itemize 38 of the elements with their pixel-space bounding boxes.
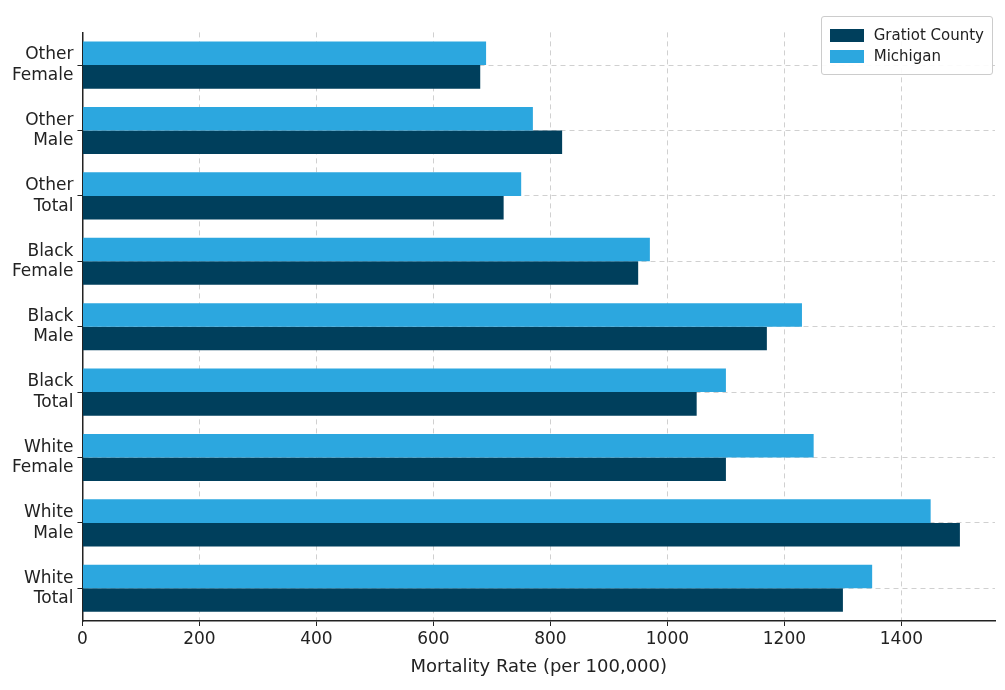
y-tick-label: Black Female xyxy=(12,239,74,280)
bar xyxy=(82,522,960,547)
x-tick-label: 800 xyxy=(534,627,567,648)
legend-label: Michigan xyxy=(873,47,941,65)
x-tick-label: 0 xyxy=(77,627,88,648)
x-tick-label: 1200 xyxy=(762,627,807,648)
y-tick-label: White Female xyxy=(12,435,74,477)
bar xyxy=(82,130,563,155)
bar xyxy=(82,237,650,262)
bar xyxy=(82,433,814,458)
y-tick-label: White Male xyxy=(24,501,74,542)
y-tick-label: White Total xyxy=(24,566,74,607)
bar xyxy=(82,172,522,196)
x-tick-label: 600 xyxy=(417,627,450,648)
x-tick-label: 1000 xyxy=(645,627,690,648)
bar xyxy=(82,195,504,220)
bar xyxy=(82,65,481,89)
x-tick-label: 200 xyxy=(183,627,216,648)
x-axis-title: Mortality Rate (per 100,000) xyxy=(410,654,668,676)
y-tick-label: Other Female xyxy=(12,43,74,84)
y-tick-label: Black Male xyxy=(27,304,74,346)
bar xyxy=(82,106,533,131)
bar xyxy=(82,303,802,327)
bar xyxy=(82,326,767,351)
bar xyxy=(82,564,873,589)
bar xyxy=(82,261,639,285)
x-tick-label: 1400 xyxy=(879,627,924,648)
bar xyxy=(82,41,487,66)
bar xyxy=(82,368,726,393)
y-tick-label: Black Total xyxy=(27,370,74,411)
bar xyxy=(82,499,931,523)
legend-label: Gratiot County xyxy=(873,26,984,44)
x-tick-label: 400 xyxy=(300,627,333,648)
bar xyxy=(82,588,843,612)
y-tick-label: Other Total xyxy=(25,174,74,215)
bar xyxy=(82,457,726,482)
y-tick-label: Other Male xyxy=(25,108,74,150)
bar xyxy=(82,392,697,416)
